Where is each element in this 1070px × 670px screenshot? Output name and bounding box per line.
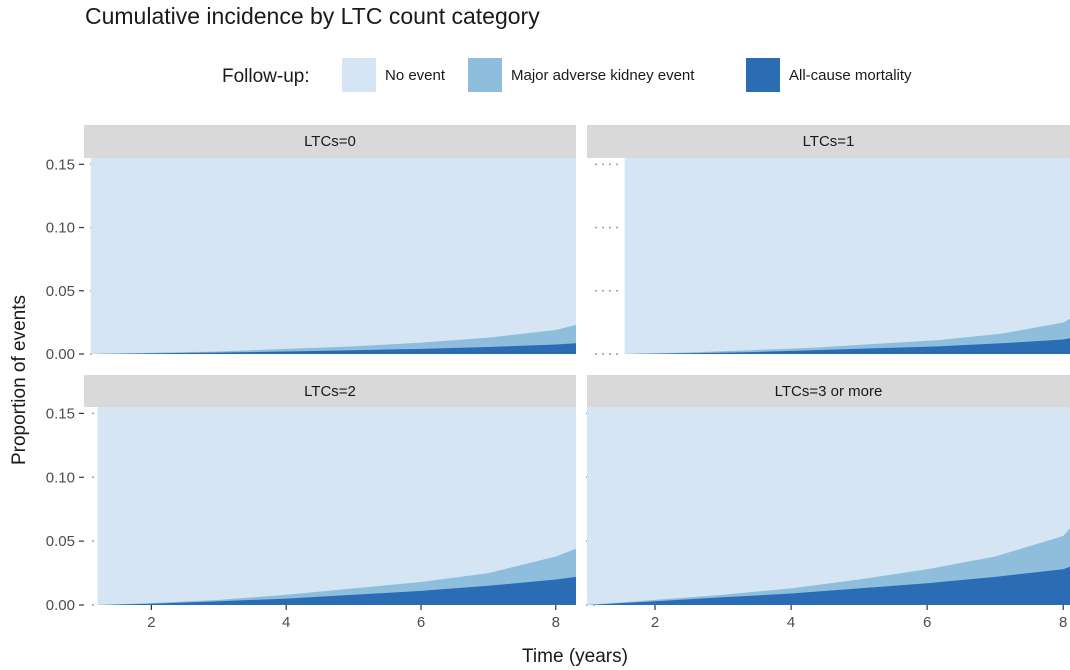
legend-swatch-mortality [746, 58, 780, 92]
area-all-cause-mortality [90, 343, 576, 354]
area-no-event [624, 158, 1070, 354]
x-tick-label: 6 [923, 614, 931, 631]
area-major-adverse-kidney-event [624, 318, 1070, 354]
strip-label: LTCs=3 or more [775, 383, 883, 400]
strip-label: LTCs=0 [304, 133, 356, 150]
legend-title: Follow-up: [222, 66, 310, 87]
area-no-event [90, 158, 577, 354]
strip-background [587, 125, 1070, 158]
area-all-cause-mortality [97, 576, 576, 605]
legend-label-mortality: All-cause mortality [789, 67, 912, 84]
y-axis-label: Proportion of events [9, 295, 30, 465]
strip-background [587, 375, 1070, 407]
legend-swatch-make [468, 58, 502, 92]
y-tick-label: 0.00 [46, 597, 75, 614]
strip-label: LTCs=2 [304, 383, 356, 400]
panel-2: LTCs=1 [587, 125, 1070, 355]
x-tick-label: 4 [787, 614, 795, 631]
chart-title: Cumulative incidence by LTC count catego… [85, 3, 540, 29]
x-tick-label: 2 [147, 614, 155, 631]
panels: LTCs=0 0.00 0.05 0.10 0.15 LTCs=1 LTCs=2 0.00 0.… [46, 125, 1070, 631]
x-tick-label: 8 [552, 614, 560, 631]
y-tick-label: 0.05 [46, 533, 75, 550]
y-tick-label: 0.10 [46, 469, 75, 486]
strip-label: LTCs=1 [803, 133, 855, 150]
y-tick-label: 0.05 [46, 283, 75, 300]
area-all-cause-mortality [624, 338, 1070, 354]
x-axis-label: Time (years) [522, 646, 628, 667]
area-all-cause-mortality [587, 566, 1070, 605]
panel-4: LTCs=3 or more 2 4 6 8 [585, 375, 1070, 631]
x-tick-label: 4 [282, 614, 290, 631]
panel-1: LTCs=0 0.00 0.05 0.10 0.15 [46, 125, 577, 363]
panel-3: LTCs=2 0.00 0.05 0.10 0.15 2 4 6 8 [46, 375, 576, 631]
legend-label-no-event: No event [385, 67, 446, 84]
x-tick-label: 8 [1059, 614, 1067, 631]
legend: Follow-up: No event Major adverse kidney… [222, 58, 912, 92]
x-tick-label: 2 [651, 614, 659, 631]
y-tick-label: 0.10 [46, 220, 75, 237]
strip-background [84, 125, 576, 158]
y-tick-label: 0.15 [46, 156, 75, 173]
x-tick-label: 6 [417, 614, 425, 631]
y-tick-label: 0.15 [46, 405, 75, 422]
legend-swatch-no-event [342, 58, 376, 92]
y-tick-label: 0.00 [46, 346, 75, 363]
area-major-adverse-kidney-event [90, 324, 576, 354]
legend-label-make: Major adverse kidney event [511, 67, 695, 84]
strip-background [84, 375, 576, 407]
